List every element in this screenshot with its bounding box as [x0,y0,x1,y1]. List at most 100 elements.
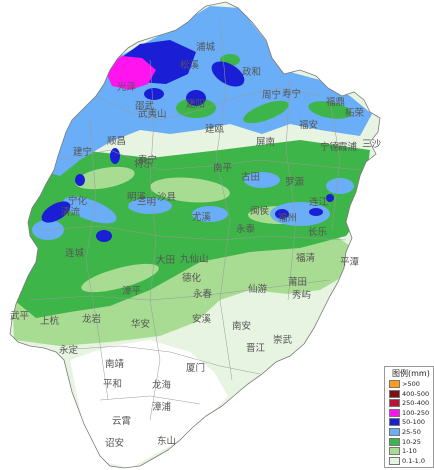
city-label: 云霄 [112,416,131,427]
legend-label: 25-50 [402,428,421,436]
city-label: 连城 [65,247,85,259]
legend-row: 100-250 [389,408,433,418]
legend-swatch [389,389,400,398]
legend-swatch [389,437,400,446]
legend-label: 50-100 [402,418,426,427]
legend-row: 250-400 [389,398,433,408]
legend-label: 250-400 [402,399,430,408]
city-label: 尤溪 [192,211,212,223]
city-label: 永泰 [236,223,256,235]
rain-zone-25-50-north [40,6,372,176]
city-label: 福州 [278,212,297,224]
legend-row: 1-10 [389,446,433,456]
city-label: 长乐 [308,226,328,238]
legend-row: 400-500 [389,389,433,399]
city-label: 建宁 [73,146,92,158]
city-label: 崇武 [273,334,293,346]
rain-zone-25-50-east [244,172,280,188]
legend-row: 25-50 [389,427,433,437]
county-boundary [59,149,361,171]
city-label: 平潭 [340,256,360,268]
city-label: 寿宁 [282,88,301,100]
rain-zone-1-10-patch [150,177,230,203]
city-label: 永定 [59,344,79,356]
city-label: 永春 [193,288,213,300]
province-outline [9,1,381,469]
legend-label: >500 [402,380,420,388]
legend-row: >500 [389,379,433,389]
rain-zone-25-50-mid [192,206,228,222]
rain-zone-25-50-mid [128,198,172,214]
legend-swatch [389,408,400,417]
city-label: 政和 [242,66,261,78]
rain-zone-50-100 [110,148,120,164]
rain-zone-10-25-patch [243,100,289,124]
rain-zone-50-100 [41,201,71,223]
rain-zone-25-50-east [326,178,354,194]
rain-zone-25-50-west [63,196,117,224]
legend-label: 400-500 [402,389,430,398]
rain-zone-1-10-patch [81,263,159,293]
city-label: 宁化 [68,195,88,207]
legend-label: 10-25 [402,437,421,446]
legend-row: 0.1-1.0 [389,456,433,466]
city-label: 霞浦 [338,141,358,153]
rain-zone-50-100 [96,230,112,242]
county-boundary [329,99,341,231]
city-label: 柘荣 [345,107,365,119]
county-boundary [39,225,347,241]
legend-swatch [389,399,400,408]
legend-label: 100-250 [402,408,430,417]
city-label: 东山 [157,435,176,447]
county-boundary [99,395,201,405]
city-label: 周宁 [262,89,281,101]
legend-row: 10-25 [389,437,433,447]
city-label: 福鼎 [326,96,345,108]
rain-zone-0-1-1-central [220,294,300,360]
rain-zone-50-100 [309,208,323,216]
rain-zone-1-10-patch [75,166,135,190]
legend-swatch [389,456,400,465]
rain-zone-50-100 [75,174,85,186]
city-label: 顺昌 [107,136,126,147]
rain-zone-100-250 [104,56,156,90]
rain-zone-50-100 [326,194,334,202]
city-label: 屏南 [256,136,275,148]
rain-zone-50-100 [211,61,245,87]
city-label: 武夷山 [138,108,167,120]
county-boundary [149,59,161,421]
city-label: 晋江 [246,343,266,354]
city-label: 罗源 [285,177,305,188]
county-boundary [59,345,261,375]
county-boundary [215,19,233,381]
city-label: 武平 [10,310,30,322]
city-label: 将乐 [134,158,154,170]
city-label: 仙游 [248,283,268,295]
county-boundary [95,87,321,121]
legend-row: 50-100 [389,417,433,427]
legend: 图例(mm) >500 400-500 250-400 100-250 50-100 25… [384,366,434,468]
city-label: 诏安 [105,437,124,449]
rain-zone-25-50-east [270,202,330,226]
city-label: 建阳 [186,98,205,110]
county-boundaries [29,19,361,421]
rain-zone-25-50-west [32,220,64,240]
city-label: 泰宁 [138,154,157,166]
legend-swatch [389,447,400,456]
city-label: 三沙 [362,139,382,150]
rain-zone-50-100 [275,209,289,219]
city-label: 龙海 [152,379,172,391]
city-label: 福清 [296,252,316,264]
city-label: 宁德 [320,141,340,153]
city-label: 沙县 [157,192,176,203]
city-label: 德化 [182,272,202,284]
city-label: 大田 [156,254,175,266]
city-label: 浦城 [196,41,216,53]
city-label: 连江 [309,196,329,208]
city-label: 三明 [137,197,156,208]
city-label: 光泽 [117,81,137,93]
